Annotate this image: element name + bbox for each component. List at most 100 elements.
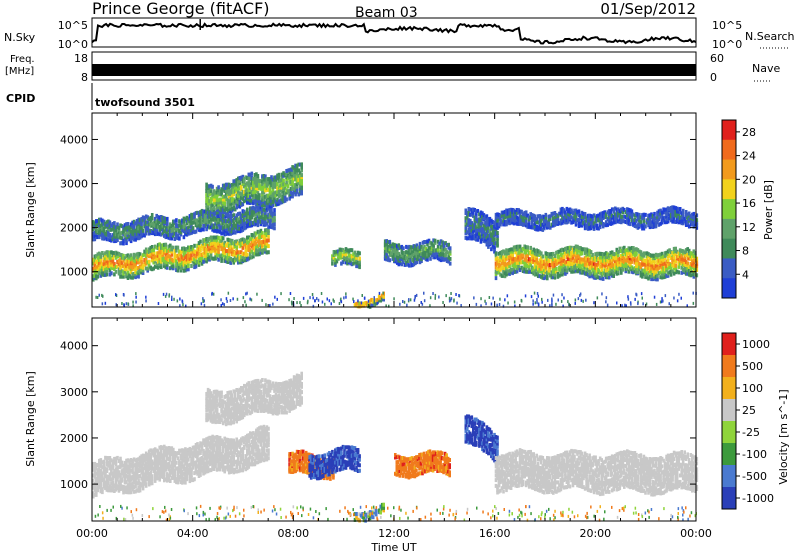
echo-cell xyxy=(205,189,208,194)
echo-cell xyxy=(529,269,532,274)
echo-cell xyxy=(472,207,475,212)
echo-cell xyxy=(494,241,498,246)
echo-cell xyxy=(617,263,620,268)
echo-cell xyxy=(291,184,294,189)
echo-cell xyxy=(396,255,399,260)
echo-cell xyxy=(170,261,174,266)
echo-cell xyxy=(111,463,115,468)
echo-cell xyxy=(101,293,103,297)
echo-cell xyxy=(615,247,619,252)
echo-cell xyxy=(692,268,696,273)
echo-cell xyxy=(197,262,201,267)
echo-cell xyxy=(426,252,429,257)
echo-cell xyxy=(114,228,118,233)
echo-cell xyxy=(514,210,517,214)
echo-cell xyxy=(588,224,591,229)
echo-cell xyxy=(205,251,208,256)
echo-cell xyxy=(541,222,545,227)
echo-cell xyxy=(135,236,139,241)
echo-cell xyxy=(238,241,242,246)
echo-cell xyxy=(645,262,649,267)
echo-cell xyxy=(170,229,174,234)
echo-cell xyxy=(247,183,251,188)
echo-cell xyxy=(671,209,674,214)
echo-cell xyxy=(162,292,165,296)
echo-cell xyxy=(488,234,492,239)
echo-cell xyxy=(114,474,118,479)
echo-cell xyxy=(498,303,501,306)
echo-cell xyxy=(529,262,532,267)
echo-cell xyxy=(252,242,255,247)
echo-cell xyxy=(579,257,582,262)
echo-cell xyxy=(577,259,581,264)
echo-cell xyxy=(256,183,260,188)
echo-cell xyxy=(610,260,614,265)
echo-cell xyxy=(252,193,255,198)
echo-cell xyxy=(221,247,225,252)
echo-cell xyxy=(250,185,254,190)
echo-cell xyxy=(205,222,208,227)
echo-cell xyxy=(244,239,248,244)
echo-cell xyxy=(592,221,596,226)
echo-cell xyxy=(547,263,551,268)
echo-cell xyxy=(122,225,125,230)
echo-cell xyxy=(93,474,97,479)
echo-cell xyxy=(253,231,257,236)
echo-cell xyxy=(161,243,165,248)
echo-cell xyxy=(246,196,249,201)
echo-cell xyxy=(347,248,351,253)
echo-cell xyxy=(479,234,483,239)
echo-cell xyxy=(657,222,661,227)
echo-cell xyxy=(574,208,578,213)
echo-cell xyxy=(127,302,129,306)
power-ylabel: Slant Range [km] xyxy=(24,162,37,258)
echo-cell xyxy=(265,238,269,243)
echo-cell xyxy=(448,256,452,261)
echo-cell xyxy=(499,267,502,272)
echo-cell xyxy=(650,262,653,267)
echo-cell xyxy=(208,242,211,246)
echo-cell xyxy=(137,274,140,279)
echo-cell xyxy=(677,257,680,262)
echo-cell xyxy=(418,252,422,257)
echo-cell xyxy=(624,248,628,253)
echo-cell xyxy=(464,228,468,233)
echo-cell xyxy=(546,262,549,267)
echo-cell xyxy=(365,301,369,306)
echo-cell xyxy=(149,245,152,250)
echo-cell xyxy=(543,276,546,281)
echo-cell xyxy=(241,202,245,207)
echo-cell xyxy=(605,300,607,304)
echo-cell xyxy=(620,270,623,275)
echo-cell xyxy=(105,456,109,461)
echo-cell xyxy=(467,231,471,236)
echo-cell xyxy=(600,211,603,216)
echo-cell xyxy=(654,264,658,269)
echo-cell xyxy=(565,214,569,219)
echo-cell xyxy=(202,246,205,251)
echo-cell xyxy=(220,206,223,210)
echo-cell xyxy=(412,244,416,249)
echo-cell xyxy=(536,300,538,304)
echo-cell xyxy=(517,221,520,226)
echo-cell xyxy=(160,225,163,230)
echo-cell xyxy=(129,222,133,227)
echo-cell xyxy=(653,272,656,277)
echo-cell xyxy=(660,215,664,220)
echo-cell xyxy=(224,219,228,224)
echo-cell xyxy=(432,238,435,243)
echo-cell xyxy=(114,265,118,269)
echo-cell xyxy=(237,255,240,260)
echo-cell xyxy=(511,257,514,261)
echo-cell xyxy=(439,247,443,252)
echo-cell xyxy=(108,233,112,237)
echo-cell xyxy=(250,220,254,225)
echo-cell xyxy=(603,271,606,276)
echo-cell xyxy=(687,213,691,218)
echo-cell xyxy=(349,261,352,266)
echo-cell xyxy=(387,247,390,252)
echo-cell xyxy=(657,258,661,263)
echo-cell xyxy=(687,264,691,269)
echo-cell xyxy=(184,255,187,260)
echo-cell xyxy=(237,229,240,233)
